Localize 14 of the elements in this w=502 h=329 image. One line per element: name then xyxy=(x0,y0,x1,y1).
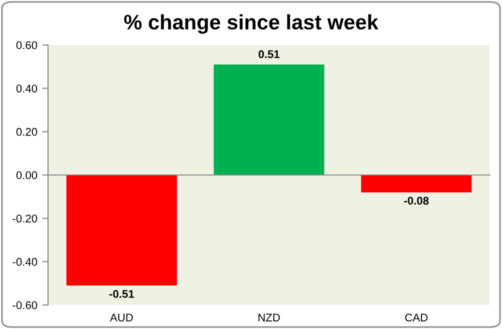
y-tick-label: -0.60 xyxy=(12,301,38,310)
y-tick-label: 0.60 xyxy=(16,41,38,50)
data-label: -0.51 xyxy=(109,290,134,298)
y-tick-label: -0.40 xyxy=(12,258,38,266)
data-label: -0.08 xyxy=(404,196,429,205)
y-tick-label: 0.20 xyxy=(16,128,38,136)
y-tick-label: 0.40 xyxy=(16,84,38,92)
y-tick-label: 0.00 xyxy=(16,171,38,180)
x-tick-label: AUD xyxy=(110,314,133,322)
x-tick-label: CAD xyxy=(405,314,428,322)
data-label: 0.51 xyxy=(258,50,280,58)
chart-title: % change since last week xyxy=(124,14,378,34)
x-tick-label: NZD xyxy=(258,314,280,322)
y-tick-label: -0.20 xyxy=(12,214,38,222)
